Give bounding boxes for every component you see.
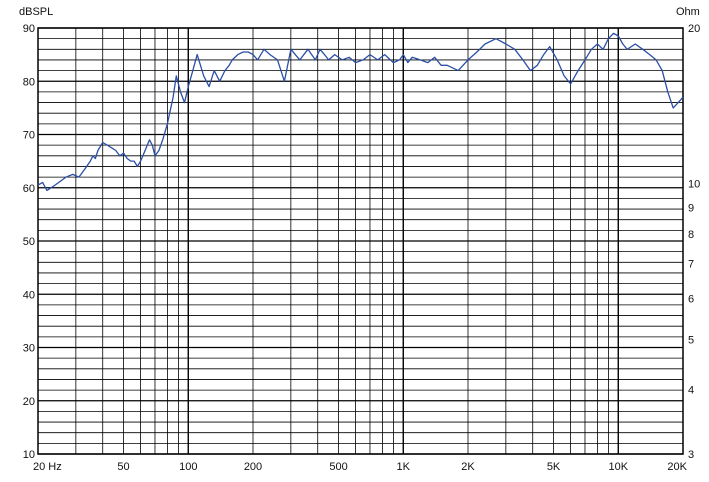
- x-tick-label: 500: [329, 461, 347, 473]
- x-tick-label: 200: [244, 461, 262, 473]
- y2-tick-label: 5: [688, 334, 694, 346]
- y-tick-label: 40: [23, 289, 35, 301]
- y2-tick-label: 8: [688, 229, 694, 241]
- x-tick-label: 1K: [397, 461, 411, 473]
- y-tick-label: 60: [23, 183, 35, 195]
- y-axis-unit-label: dBSPL: [19, 6, 53, 18]
- grid: [37, 27, 684, 455]
- y2-tick-label: 20: [688, 23, 700, 35]
- y2-tick-label: 6: [688, 293, 694, 305]
- y-axis-ticks: 10 20 30 40 50 60 70 80 90: [23, 23, 35, 461]
- y-tick-label: 90: [23, 23, 35, 35]
- y-tick-label: 20: [23, 396, 35, 408]
- y-tick-label: 80: [23, 76, 35, 88]
- y2-axis-ticks: 3 4 5 6 7 8 9 10 20: [688, 23, 700, 461]
- y-tick-label: 70: [23, 130, 35, 142]
- x-tick-label: 20 Hz: [33, 461, 62, 473]
- plot-border: [37, 27, 684, 455]
- y-tick-label: 50: [23, 236, 35, 248]
- y-tick-label: 10: [23, 449, 35, 461]
- x-tick-label: 5K: [547, 461, 561, 473]
- x-tick-label: 10K: [608, 461, 628, 473]
- y2-tick-label: 4: [688, 384, 694, 396]
- y2-tick-label: 3: [688, 449, 694, 461]
- y2-axis-unit-label: Ohm: [676, 6, 700, 18]
- x-tick-label: 2K: [461, 461, 475, 473]
- x-tick-label: 20K: [667, 461, 687, 473]
- series-layer: [37, 32, 684, 192]
- y2-tick-label: 10: [688, 179, 700, 191]
- y2-tick-label: 9: [688, 202, 694, 214]
- x-tick-label: 50: [117, 461, 129, 473]
- x-axis-ticks: 20 Hz 50 100 200 500 1K 2K 5K 10K 20K: [33, 461, 688, 473]
- y2-tick-label: 7: [688, 259, 694, 271]
- x-tick-label: 100: [179, 461, 197, 473]
- spl-series-line: [37, 32, 684, 192]
- y-tick-label: 30: [23, 343, 35, 355]
